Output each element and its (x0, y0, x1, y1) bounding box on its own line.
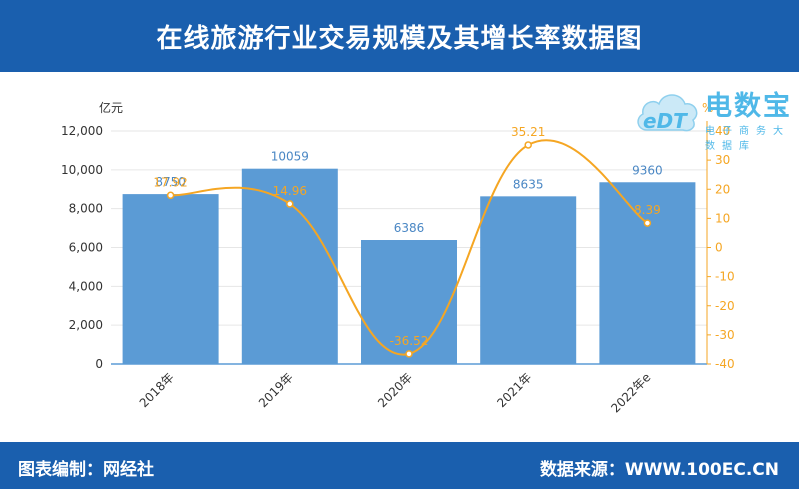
logo-text: 电数宝 (705, 91, 792, 122)
y-tick-label: 10,000 (61, 163, 103, 177)
bar (480, 196, 577, 364)
growth-rate-label: 35.21 (511, 125, 545, 139)
growth-rate-point (643, 219, 652, 227)
cloud-logo-icon: eDT (637, 94, 698, 133)
logo: eDT 电数宝 电子商务大数据库 (633, 78, 793, 152)
bar (122, 194, 219, 364)
x-tick-label: 2021年 (494, 370, 534, 410)
growth-rate-point (524, 141, 532, 149)
y-tick-label: 12,000 (61, 124, 103, 138)
footer-bar: 图表编制：网经社 数据来源：WWW.100EC.CN (0, 442, 799, 489)
growth-rate-point (405, 350, 413, 358)
y2-tick-label: 20 (715, 182, 730, 196)
growth-rate-line (170, 139, 648, 356)
bar-value-label: 9360 (632, 163, 663, 177)
y2-tick-label: 0 (715, 241, 723, 255)
page-title: 在线旅游行业交易规模及其增长率数据图 (156, 23, 643, 54)
header-bar: 在线旅游行业交易规模及其增长率数据图 (0, 0, 799, 72)
footer-credit: 图表编制：网经社 (18, 460, 154, 480)
growth-rate-label: -36.52 (390, 334, 429, 348)
y2-tick-label: -40 (715, 357, 735, 371)
growth-rate-label: 8.39 (634, 203, 661, 217)
y-axis-label: 亿元 (99, 100, 123, 115)
x-tick-label: 2018年 (137, 370, 177, 410)
bar-value-label: 6386 (394, 221, 425, 235)
x-tick-label: 2020年 (375, 370, 415, 410)
y2-tick-label: -30 (715, 328, 735, 342)
y2-axis-label: % (702, 101, 713, 115)
x-tick-label: 2019年 (256, 370, 296, 410)
footer-source: 数据来源：WWW.100EC.CN (539, 460, 779, 480)
bar-value-label: 8750 (155, 175, 186, 189)
y2-tick-label: 10 (715, 211, 730, 225)
logo-subtext: 电子商务大数据库 (705, 126, 790, 152)
y-tick-label: 4,000 (69, 279, 103, 293)
growth-rate-point (166, 191, 175, 200)
growth-rate-point (286, 200, 294, 208)
combo-chart: 0 2,000 4,000 6,000 8,000 10,000 12,000 -40 -30 -… (61, 100, 735, 415)
bar (361, 240, 457, 364)
y-tick-label: 2,000 (69, 318, 103, 332)
y2-tick-label: 30 (715, 153, 730, 167)
bar (599, 182, 696, 364)
bar-value-label: 10059 (271, 150, 309, 164)
y2-tick-label: -10 (715, 270, 735, 284)
growth-rate-label: 14.96 (273, 184, 307, 198)
bar (241, 168, 338, 364)
y-tick-label: 0 (95, 357, 103, 371)
x-tick-label: 2022年e (608, 370, 653, 415)
chart-area: 0 2,000 4,000 6,000 8,000 10,000 12,000 -40 -30 -… (0, 72, 799, 442)
growth-rate-label: 17.92 (153, 175, 187, 189)
svg-text:eDT: eDT (643, 109, 688, 133)
y2-tick-label: 40 (715, 124, 730, 138)
y-tick-label: 6,000 (69, 241, 103, 255)
y-tick-label: 8,000 (69, 202, 103, 216)
bar-value-label: 8635 (513, 177, 544, 191)
y2-tick-label: -20 (715, 299, 735, 313)
